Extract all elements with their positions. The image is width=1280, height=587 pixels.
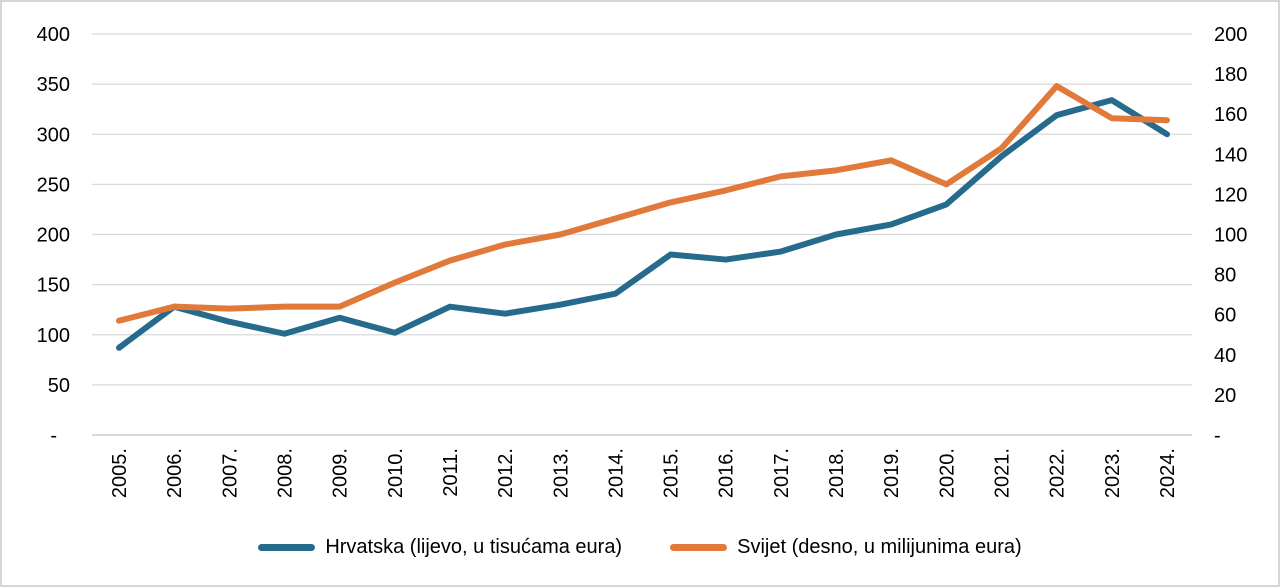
x-axis-tick: 2010. bbox=[385, 448, 407, 498]
x-axis-tick: 2023. bbox=[1102, 448, 1124, 498]
series-line-svijet bbox=[116, 83, 1170, 324]
right-axis-tick: 200 bbox=[1214, 24, 1247, 46]
x-axis-tick: 2018. bbox=[826, 448, 848, 498]
left-axis-tick: 50 bbox=[48, 375, 70, 397]
svijet-line-swatch bbox=[670, 544, 728, 551]
hrvatska-line-swatch bbox=[258, 544, 316, 551]
right-axis-tick: 60 bbox=[1214, 305, 1236, 327]
x-axis-tick: 2024. bbox=[1157, 448, 1179, 498]
dual-axis-line-chart: 400 350 300 250 200 150 100 50 - 200 180 160 140 120 1… bbox=[37, 24, 1248, 498]
left-axis-tick: 250 bbox=[37, 174, 70, 196]
x-axis-tick: 2006. bbox=[164, 448, 186, 498]
right-axis-tick: 20 bbox=[1214, 385, 1236, 407]
x-axis-tick: 2007. bbox=[219, 448, 241, 498]
right-axis-tick: - bbox=[1214, 425, 1221, 447]
x-axis-tick: 2017. bbox=[771, 448, 793, 498]
x-axis-tick: 2013. bbox=[550, 448, 572, 498]
legend-label-hrvatska: Hrvatska (lijevo, u tisućama eura) bbox=[325, 536, 623, 558]
legend-label-svijet: Svijet (desno, u milijunima eura) bbox=[737, 536, 1022, 558]
x-axis-tick: 2009. bbox=[330, 448, 352, 498]
right-axis-tick: 120 bbox=[1214, 184, 1247, 206]
left-axis-tick: 350 bbox=[37, 74, 70, 96]
right-axis-tick: 100 bbox=[1214, 225, 1247, 247]
right-axis-tick: 160 bbox=[1214, 104, 1247, 126]
x-axis-tick: 2008. bbox=[274, 448, 296, 498]
x-axis-tick: 2019. bbox=[881, 448, 903, 498]
x-axis-tick: 2015. bbox=[661, 448, 683, 498]
x-axis-tick: 2020. bbox=[936, 448, 958, 498]
x-axis-tick: 2012. bbox=[495, 448, 517, 498]
x-axis-tick: 2016. bbox=[716, 448, 738, 498]
right-axis-tick: 180 bbox=[1214, 64, 1247, 86]
left-axis-tick: 150 bbox=[37, 275, 70, 297]
left-axis-tick: 100 bbox=[37, 325, 70, 347]
legend-item-svijet: Svijet (desno, u milijunima eura) bbox=[670, 536, 1022, 559]
x-axis-tick: 2022. bbox=[1047, 448, 1069, 498]
right-axis-tick: 140 bbox=[1214, 144, 1247, 166]
left-axis-tick: 200 bbox=[37, 225, 70, 247]
x-axis-tick: 2011. bbox=[440, 448, 462, 497]
series-line-hrvatska bbox=[116, 97, 1170, 351]
x-axis-tick: 2014. bbox=[605, 448, 627, 498]
left-axis-tick: 400 bbox=[37, 24, 70, 46]
right-axis-tick: 40 bbox=[1214, 345, 1236, 367]
chart-legend: Hrvatska (lijevo, u tisućama eura) Svije… bbox=[2, 536, 1278, 559]
left-axis-tick: - bbox=[50, 425, 57, 447]
legend-item-hrvatska: Hrvatska (lijevo, u tisućama eura) bbox=[258, 536, 622, 559]
x-axis-tick: 2021. bbox=[992, 448, 1014, 498]
x-axis-tick: 2005. bbox=[109, 448, 131, 498]
right-axis-tick: 80 bbox=[1214, 265, 1236, 287]
left-axis-tick: 300 bbox=[37, 124, 70, 146]
